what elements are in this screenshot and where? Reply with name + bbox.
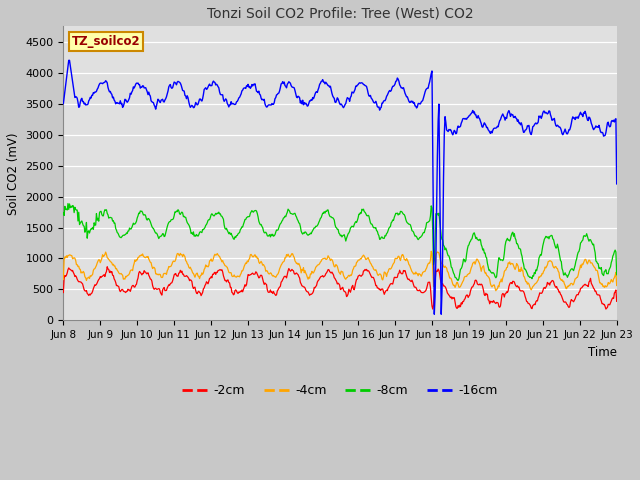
Y-axis label: Soil CO2 (mV): Soil CO2 (mV) xyxy=(7,132,20,215)
Text: TZ_soilco2: TZ_soilco2 xyxy=(72,35,140,48)
X-axis label: Time: Time xyxy=(588,346,617,359)
Title: Tonzi Soil CO2 Profile: Tree (West) CO2: Tonzi Soil CO2 Profile: Tree (West) CO2 xyxy=(207,7,474,21)
Legend: -2cm, -4cm, -8cm, -16cm: -2cm, -4cm, -8cm, -16cm xyxy=(177,379,502,402)
